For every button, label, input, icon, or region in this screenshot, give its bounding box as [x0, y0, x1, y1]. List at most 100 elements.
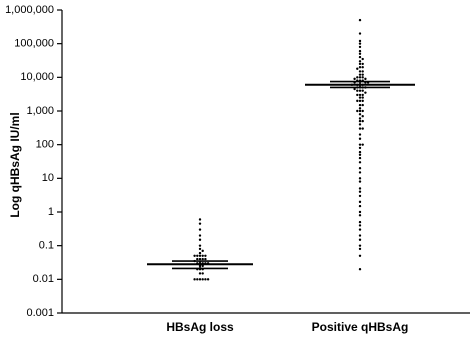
data-point [358, 244, 362, 247]
data-point [356, 109, 359, 113]
data-point [361, 109, 364, 113]
data-point [358, 113, 362, 116]
data-point [204, 257, 207, 261]
data-point [361, 70, 364, 73]
data-point [198, 234, 202, 237]
data-point [361, 127, 364, 130]
data-point [361, 62, 364, 66]
data-point [361, 115, 364, 118]
x-tick-label: HBsAg loss [166, 320, 234, 334]
y-tick-label: 1 [48, 206, 54, 218]
data-point [358, 32, 362, 35]
data-point [361, 119, 364, 123]
data-point [353, 87, 356, 91]
data-point [198, 278, 202, 281]
data-point [358, 267, 362, 271]
data-point [358, 55, 362, 59]
data-point [358, 153, 362, 157]
data-point [361, 76, 364, 79]
data-point [358, 220, 362, 224]
data-point [204, 254, 207, 258]
data-point [358, 166, 362, 170]
data-point [198, 228, 202, 231]
data-point [361, 143, 364, 146]
data-point [358, 228, 362, 231]
data-point [358, 89, 362, 92]
data-point [361, 96, 364, 99]
data-point [358, 127, 362, 130]
data-point [204, 278, 207, 281]
data-point [201, 272, 204, 275]
data-point [198, 247, 202, 251]
data-point [356, 99, 359, 103]
data-point [356, 89, 359, 92]
y-tick-label: 0.01 [33, 273, 54, 285]
data-point [196, 254, 199, 258]
data-point [358, 210, 362, 214]
data-point [356, 67, 359, 70]
data-point [358, 177, 362, 180]
data-point [358, 103, 362, 107]
data-point [206, 278, 210, 281]
data-point [198, 254, 202, 258]
data-point [198, 238, 202, 241]
data-point [358, 107, 362, 110]
data-point [358, 93, 362, 97]
data-point [358, 18, 362, 22]
data-point [201, 249, 204, 253]
data-point [358, 143, 362, 146]
data-point [358, 123, 362, 126]
data-point [364, 91, 367, 94]
data-point [358, 133, 362, 136]
data-point [356, 93, 359, 97]
data-point [358, 109, 362, 113]
data-point [361, 73, 364, 76]
data-point [198, 251, 202, 255]
data-point [358, 238, 362, 241]
data-point [198, 244, 202, 247]
data-point [361, 103, 364, 107]
data-point [358, 146, 362, 150]
data-point [358, 247, 362, 251]
data-point [358, 194, 362, 198]
data-point [358, 156, 362, 160]
data-point [358, 70, 362, 73]
data-point [358, 76, 362, 79]
data-point [358, 62, 362, 66]
y-tick-label: 0.1 [39, 240, 54, 252]
y-tick-label: 1,000,000 [5, 4, 54, 16]
data-point [358, 224, 362, 227]
data-point [358, 65, 362, 69]
data-point [358, 180, 362, 183]
data-point [358, 52, 362, 56]
data-point [193, 254, 196, 258]
data-point [358, 60, 362, 63]
data-point [358, 39, 362, 43]
data-point [361, 57, 364, 61]
data-point [364, 77, 367, 81]
data-point [361, 65, 364, 69]
data-point [358, 171, 362, 174]
x-tick-label: Positive qHBsAg [312, 320, 409, 334]
data-point [201, 278, 204, 281]
data-point [361, 93, 364, 97]
data-point [358, 119, 362, 123]
y-tick-label: 10 [42, 172, 54, 184]
data-point [358, 96, 362, 99]
data-point [198, 222, 202, 225]
data-point [358, 150, 362, 154]
data-point [358, 45, 362, 49]
data-point [358, 42, 362, 45]
data-point [201, 254, 204, 258]
data-point [358, 73, 362, 76]
data-point [358, 204, 362, 208]
data-point [358, 161, 362, 164]
y-tick-label: 1,000 [26, 105, 54, 117]
data-point [358, 254, 362, 258]
data-point [198, 218, 202, 221]
data-point [358, 214, 362, 217]
data-point [361, 99, 364, 103]
y-tick-label: 100 [36, 139, 54, 151]
data-point [201, 257, 204, 261]
